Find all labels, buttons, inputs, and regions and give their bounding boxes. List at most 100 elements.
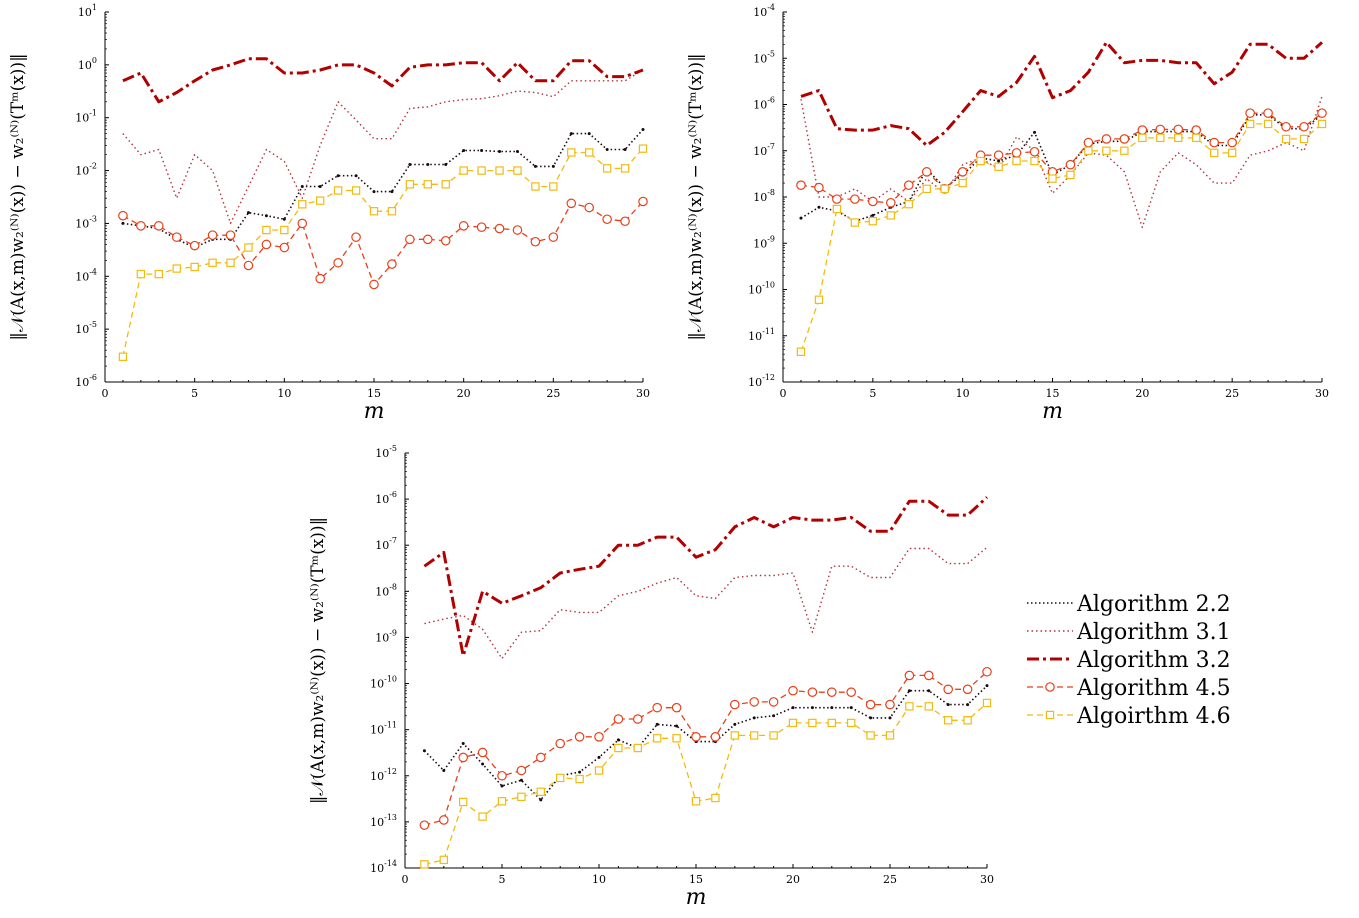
data-point <box>963 716 972 725</box>
data-point <box>602 214 612 225</box>
data-point <box>495 166 504 175</box>
y-tick-label: 100 <box>78 56 97 72</box>
data-point <box>633 743 643 753</box>
y-tick-label: 10-3 <box>75 214 97 230</box>
data-point <box>372 190 376 194</box>
data-point <box>1029 146 1040 157</box>
x-tick-label: 15 <box>689 873 703 886</box>
data-point <box>788 718 798 728</box>
data-point <box>569 132 573 136</box>
data-point <box>516 765 527 776</box>
data-point <box>444 163 448 167</box>
data-point <box>924 702 934 711</box>
x-tick-label: 0 <box>780 387 787 400</box>
x-tick-label: 30 <box>1315 387 1329 400</box>
data-point <box>477 747 488 758</box>
y-tick-label: 10-9 <box>375 628 397 644</box>
data-point <box>420 860 429 869</box>
data-point <box>422 749 426 753</box>
x-tick-label: 0 <box>102 387 109 400</box>
data-point <box>207 230 218 240</box>
data-point <box>298 200 307 209</box>
y-tick-label: 10-8 <box>375 582 397 598</box>
data-point <box>976 156 985 166</box>
x-tick-label: 20 <box>1135 387 1149 400</box>
legend-label: Algorithm 2.2 <box>1076 592 1231 617</box>
data-point <box>623 148 627 152</box>
data-point <box>904 199 913 209</box>
data-point <box>808 718 817 728</box>
x-tick-label: 5 <box>191 387 198 400</box>
data-point <box>997 159 1001 163</box>
data-point <box>962 684 973 695</box>
data-point <box>480 148 484 152</box>
data-point <box>832 194 842 204</box>
data-point <box>958 178 967 188</box>
data-point <box>498 149 502 153</box>
data-point <box>422 234 433 245</box>
data-point <box>497 797 507 806</box>
data-point <box>982 666 992 677</box>
y-tick-label: 10-6 <box>753 96 775 112</box>
series-line <box>800 96 1323 229</box>
data-point <box>279 242 290 253</box>
data-point <box>769 731 778 740</box>
data-point <box>826 687 837 697</box>
data-point <box>655 722 659 726</box>
data-point <box>118 352 128 361</box>
data-point <box>886 211 896 220</box>
data-point <box>613 714 624 724</box>
data-point <box>459 166 468 175</box>
series-line <box>122 201 644 286</box>
data-point <box>369 279 379 290</box>
data-point <box>497 770 507 781</box>
y-tick-label: 10-13 <box>370 813 397 829</box>
data-point <box>336 174 340 178</box>
data-point <box>1191 125 1202 135</box>
data-point <box>1209 137 1219 148</box>
data-point <box>208 258 217 267</box>
data-point <box>993 150 1004 161</box>
data-point <box>638 196 648 207</box>
series-alg32 <box>423 496 989 658</box>
data-point <box>796 347 806 356</box>
data-point <box>476 222 487 232</box>
data-point <box>1173 124 1184 135</box>
data-point <box>282 217 286 221</box>
data-point <box>136 221 146 231</box>
data-point <box>575 774 584 784</box>
legend-label: Algorithm 3.2 <box>1076 648 1231 673</box>
data-point <box>1065 159 1076 170</box>
data-point <box>871 213 875 217</box>
data-point <box>620 164 630 173</box>
x-tick-label: 0 <box>402 873 409 886</box>
data-point <box>387 259 397 269</box>
data-point <box>594 732 604 742</box>
data-point <box>578 770 582 774</box>
data-point <box>567 148 576 157</box>
data-point <box>849 706 853 710</box>
series-line <box>800 40 1323 147</box>
data-point <box>574 732 585 742</box>
series-alg32 <box>800 40 1323 147</box>
data-point <box>903 180 914 190</box>
y-tick-label: 10-10 <box>370 675 397 691</box>
data-point <box>423 180 433 189</box>
data-point <box>549 182 558 191</box>
data-point <box>846 687 856 697</box>
series-line <box>423 685 988 801</box>
y-axis-label: ‖𝒩(A(x,m)w₂⁽ᴺ⁾(x)) − w₂⁽ᴺ⁾(Tᵐ(x))‖ <box>686 53 706 340</box>
data-point <box>1012 156 1021 166</box>
x-axis-label: m <box>1042 399 1063 424</box>
data-point <box>118 210 128 221</box>
data-point <box>1209 148 1219 158</box>
data-point <box>189 240 200 251</box>
data-point <box>539 798 543 802</box>
y-tick-label: 10-7 <box>753 142 775 158</box>
data-point <box>1120 146 1129 155</box>
data-point <box>850 194 860 204</box>
data-point <box>1048 174 1057 183</box>
data-point <box>226 258 235 267</box>
data-point <box>846 718 856 728</box>
data-point <box>333 257 343 268</box>
